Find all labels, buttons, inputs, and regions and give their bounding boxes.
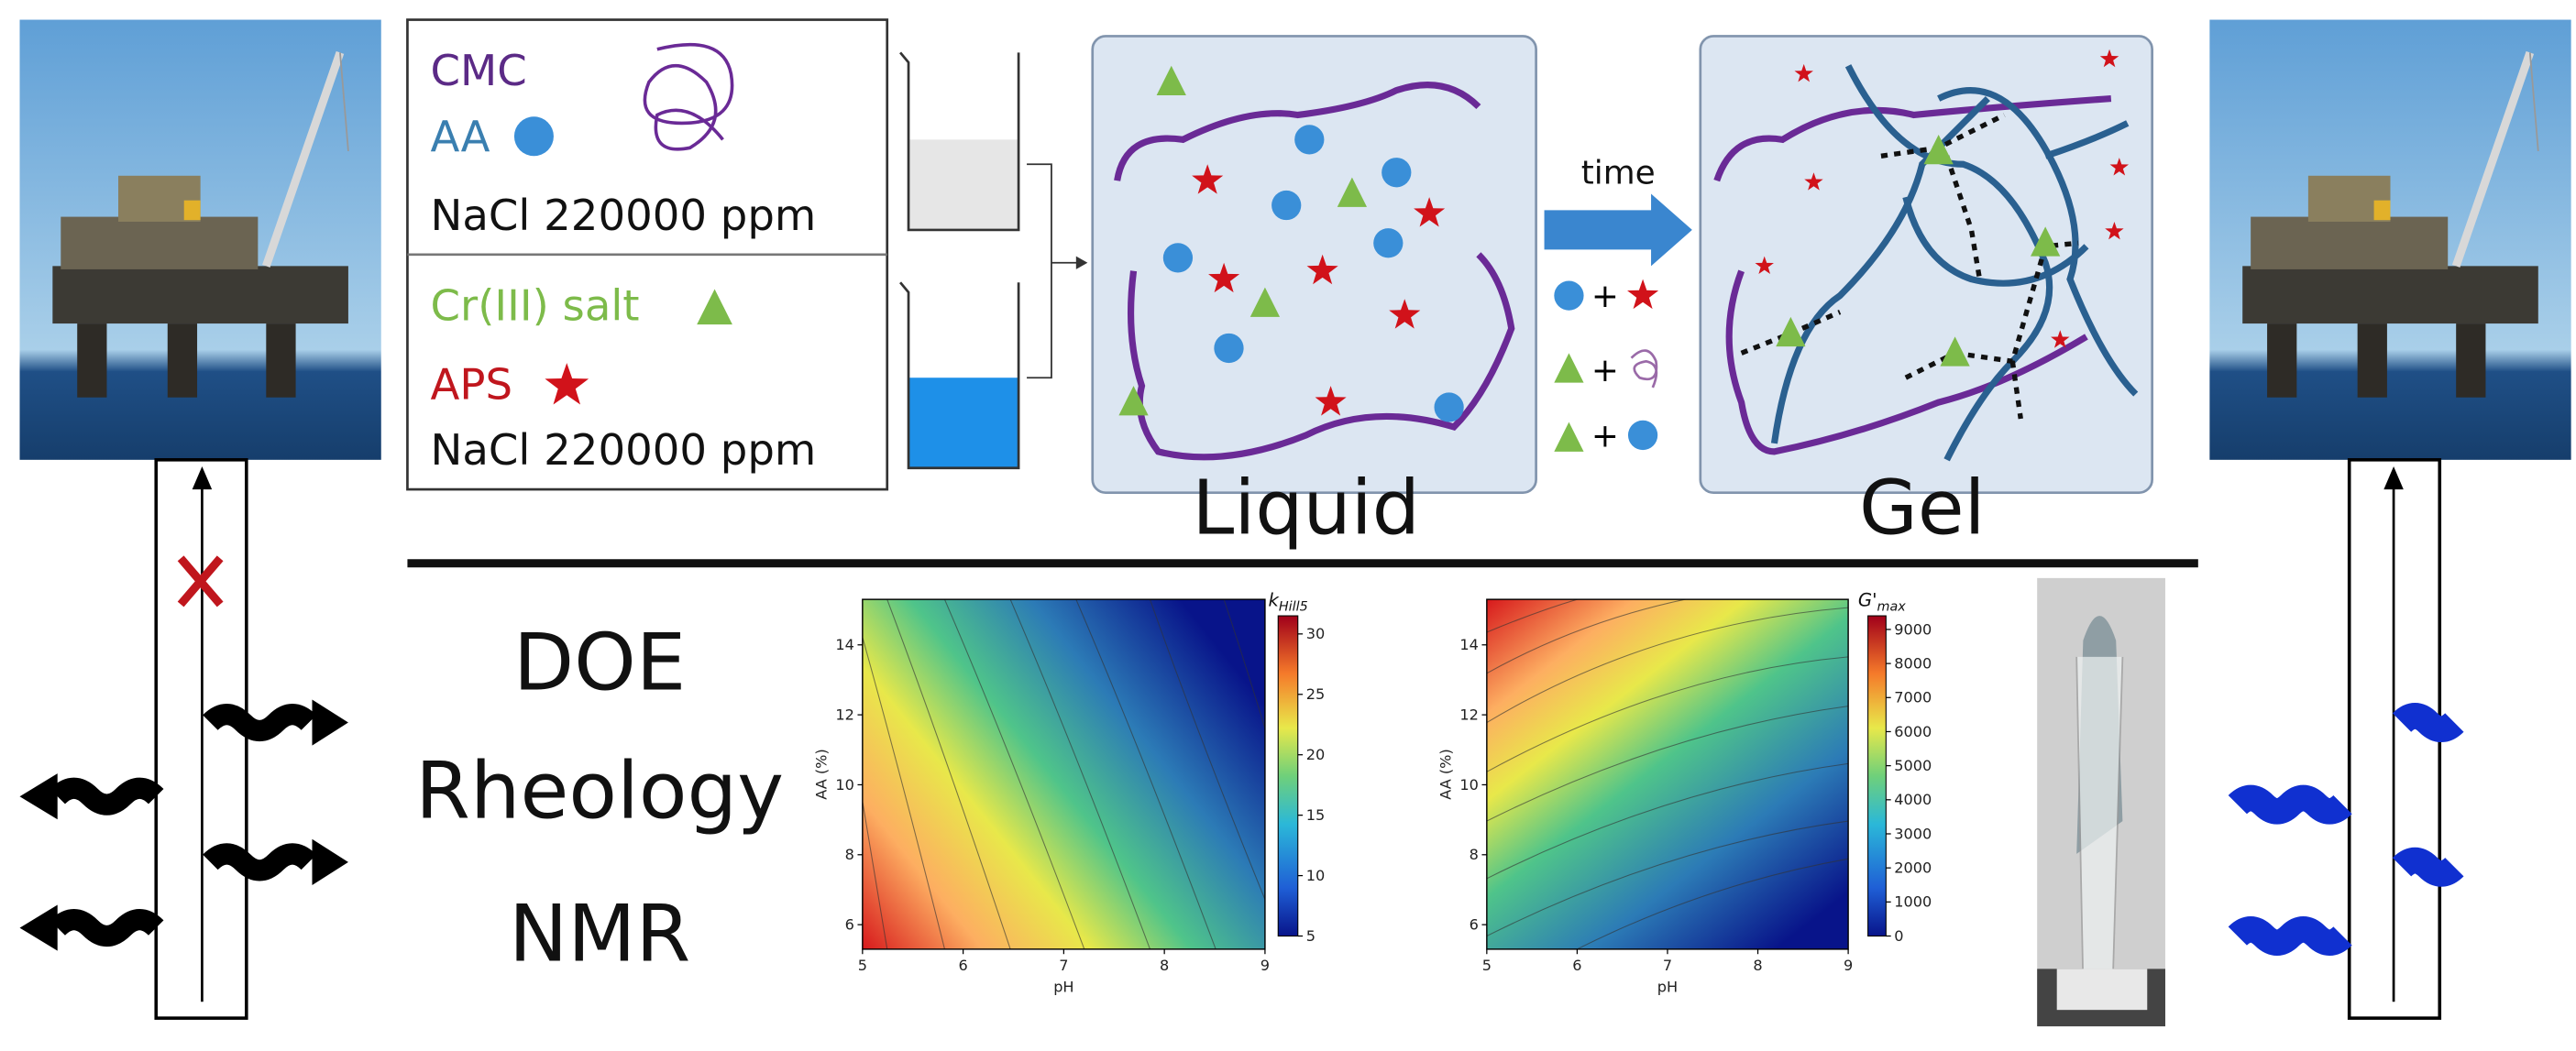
beakers (899, 51, 1088, 470)
colorbar-label-main: G' (1858, 589, 1877, 610)
x-tick-label: 7 (1663, 957, 1672, 974)
colorbar-label: G'max (1858, 589, 1906, 614)
colorbar-tick-label: 5 (1306, 927, 1316, 945)
colorbar-tick-label: 10 (1306, 867, 1326, 884)
method: NMR (509, 888, 690, 980)
x-axis-label: pH (1657, 978, 1678, 995)
colorbar-tick-label: 8000 (1894, 654, 1932, 672)
y-tick-label: 10 (835, 776, 854, 794)
x-tick-label: 5 (858, 957, 867, 974)
sealed-gel (2228, 703, 2464, 956)
x-tick-label: 6 (958, 957, 967, 974)
colorbar-tick-label: 25 (1306, 685, 1326, 703)
leak-arrows (19, 699, 348, 951)
state-label: Gel (1859, 464, 1985, 552)
gel-box: Gel (1699, 35, 2153, 552)
y-tick-label: 10 (1459, 776, 1479, 794)
reagent-label: NaCl 220000 ppm (431, 191, 817, 240)
y-axis-label: AA (%) (812, 749, 830, 800)
colorbar-tick-label: 1000 (1894, 893, 1932, 911)
y-axis-label: AA (%) (1437, 749, 1454, 800)
colorbar-tick-label: 6000 (1894, 723, 1932, 740)
y-tick-label: 8 (845, 846, 854, 863)
colorbar-tick-label: 2000 (1894, 859, 1932, 877)
x-tick-label: 7 (1059, 957, 1068, 974)
x-tick-label: 9 (1844, 957, 1853, 974)
plus: + (1591, 417, 1619, 454)
time-arrow: time (1544, 155, 1692, 267)
y-tick-label: 14 (835, 636, 854, 653)
colorbar-tick-label: 5000 (1894, 757, 1932, 774)
colorbar-label-sub: max (1877, 600, 1907, 615)
reagent-box: CMC AA NaCl 220000 ppm Cr(III) salt APS … (406, 18, 889, 491)
reagent-label: CMC (431, 46, 527, 95)
method: Rheology (415, 745, 784, 837)
colorbar-tick-label: 20 (1306, 746, 1326, 763)
y-tick-label: 6 (1470, 916, 1479, 934)
platform-photo (2209, 20, 2570, 460)
x-tick-label: 5 (1482, 957, 1492, 974)
y-tick-label: 12 (1459, 706, 1479, 723)
right-well (2347, 458, 2442, 1020)
colorbar-label-sub: Hill5 (1279, 600, 1308, 615)
reactions: + + + (1554, 278, 1659, 454)
colorbar-label-main: k (1268, 589, 1280, 610)
contour-plot (862, 598, 1299, 950)
arrow-label: time (1581, 155, 1656, 192)
colorbar-tick-label: 4000 (1894, 791, 1932, 808)
x-tick-label: 8 (1753, 957, 1762, 974)
liquid-box: Liquid (1091, 35, 1537, 552)
reagent-label: AA (431, 112, 490, 161)
colorbar-tick-label: 9000 (1894, 620, 1932, 638)
method: DOE (513, 618, 686, 709)
x-axis-label: pH (1053, 978, 1073, 995)
colorbar-tick-label: 0 (1894, 927, 1903, 945)
colorbar-tick-label: 3000 (1894, 825, 1932, 842)
colorbar-tick-label: 7000 (1894, 689, 1932, 706)
plus: + (1591, 352, 1619, 389)
colorbar-tick-label: 30 (1306, 625, 1326, 642)
reagent-label: Cr(III) salt (431, 280, 640, 330)
left-well (154, 458, 248, 1020)
y-tick-label: 6 (845, 916, 854, 934)
gel-photo (2037, 577, 2165, 1027)
contour-plot (1486, 598, 1887, 950)
y-tick-label: 8 (1470, 846, 1479, 863)
x-tick-label: 8 (1160, 957, 1169, 974)
colorbar-label: kHill5 (1268, 589, 1307, 614)
plus: + (1591, 278, 1619, 315)
reagent-label: APS (431, 360, 513, 410)
x-tick-label: 9 (1260, 957, 1270, 974)
colorbar-tick-label: 15 (1306, 806, 1326, 824)
reagent-label: NaCl 220000 ppm (431, 425, 817, 475)
platform-photo (20, 20, 381, 460)
x-tick-label: 6 (1572, 957, 1581, 974)
y-tick-label: 14 (1459, 636, 1479, 653)
state-label: Liquid (1192, 464, 1420, 552)
y-tick-label: 12 (835, 706, 854, 723)
